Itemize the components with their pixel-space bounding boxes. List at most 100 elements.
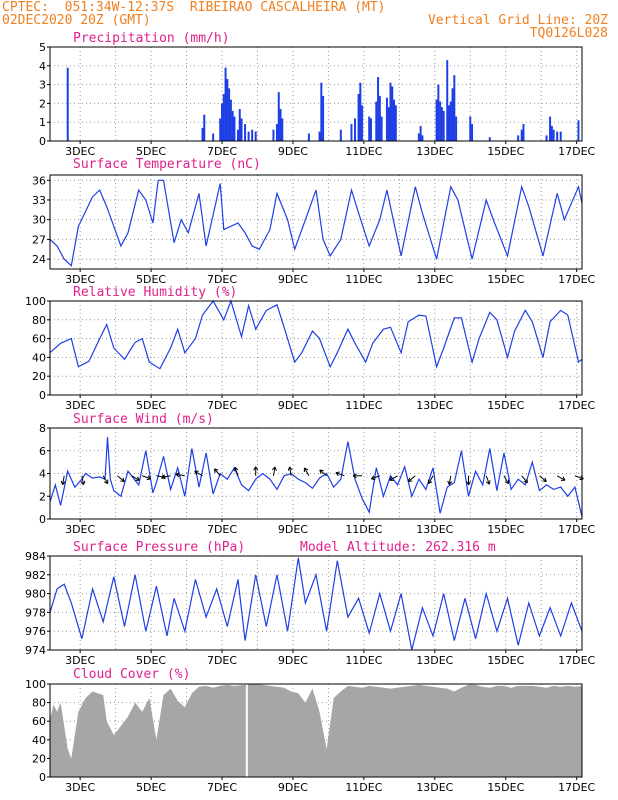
precip-bar <box>66 67 69 141</box>
precip-bar <box>550 125 553 141</box>
precip-bar <box>380 116 383 141</box>
precip-bar <box>224 67 227 141</box>
wind-arrow <box>234 467 239 476</box>
y-tick-label: 4 <box>39 468 46 481</box>
precip-bar <box>442 110 445 141</box>
wind-arrow-head <box>80 480 86 485</box>
wind-arrow <box>556 475 566 481</box>
x-tick-label: 3DEC <box>65 781 95 794</box>
precip-bar <box>339 129 342 141</box>
precip-bar <box>448 105 450 141</box>
precip-bar <box>320 82 323 141</box>
series-line <box>49 299 583 370</box>
x-tick-label: 9DEC <box>278 145 308 158</box>
y-tick-label: 4 <box>39 60 46 73</box>
precip-bar <box>559 131 562 141</box>
y-tick-label: 0 <box>39 389 46 402</box>
precip-bar <box>377 77 380 141</box>
precip-bar <box>421 135 424 141</box>
wind-arrow <box>408 475 416 482</box>
panel-title: Relative Humidity (%) <box>73 285 237 300</box>
wind-arrow-head <box>146 475 152 481</box>
panel-3: 0 20 40 60 80 100 3DEC 5DEC 7DEC 9DEC 11DEC 13DEC 15… <box>25 285 596 412</box>
precip-bar <box>387 107 390 141</box>
x-tick-label: 11DEC <box>345 145 382 158</box>
panel-frame <box>49 46 583 142</box>
x-tick-label: 3DEC <box>65 399 95 412</box>
y-tick-label: 20 <box>32 752 46 765</box>
wind-arrow-head <box>60 480 66 485</box>
y-tick-label: 33 <box>32 194 46 207</box>
precip-bar <box>203 114 206 141</box>
wind-arrow <box>175 473 185 477</box>
x-tick-label: 5DEC <box>136 273 166 286</box>
x-tick-label: 13DEC <box>416 654 453 667</box>
precip-bar <box>277 92 280 141</box>
y-tick-label: 2 <box>39 97 46 110</box>
wind-arrow <box>117 475 125 482</box>
y-tick-label: 30 <box>32 214 46 227</box>
x-tick-label: 15DEC <box>487 145 524 158</box>
y-tick-label: 982 <box>25 569 46 582</box>
x-tick-label: 17DEC <box>558 781 595 794</box>
precip-bar <box>350 124 353 141</box>
precip-bar <box>231 110 234 141</box>
precip-bar <box>318 131 321 141</box>
wind-arrow-head <box>447 480 453 485</box>
wind-arrow-head <box>233 466 239 472</box>
y-tick-label: 80 <box>32 697 46 710</box>
wind-arrow <box>194 470 203 477</box>
y-tick-label: 60 <box>32 333 46 346</box>
y-tick-label: 0 <box>39 135 46 148</box>
wind-arrow-head <box>466 481 471 486</box>
precip-bar <box>251 129 254 141</box>
wind-arrow-head <box>389 476 394 481</box>
precip-bar <box>229 99 232 141</box>
wind-arrow <box>503 475 509 484</box>
x-tick-label: 7DEC <box>207 145 237 158</box>
wind-arrow <box>335 472 345 477</box>
panel-title: Cloud Cover (%) <box>73 667 190 682</box>
wind-arrow <box>214 468 221 477</box>
precip-bar <box>201 127 204 141</box>
panel-title: Surface Wind (m/s) <box>73 412 214 427</box>
precip-bar <box>233 116 236 141</box>
x-tick-label: 11DEC <box>345 654 382 667</box>
y-tick-label: 0 <box>39 513 46 526</box>
precip-bar <box>244 124 247 141</box>
y-tick-label: 36 <box>32 174 46 187</box>
wind-arrow <box>539 475 547 482</box>
precip-bar <box>238 109 241 141</box>
y-tick-label: 24 <box>32 253 46 266</box>
panel-frame <box>49 555 583 651</box>
precip-bar <box>453 75 456 141</box>
wind-arrow <box>62 475 65 485</box>
wind-arrow-head <box>542 477 547 483</box>
y-tick-label: 8 <box>39 422 46 435</box>
x-tick-label: 5DEC <box>136 781 166 794</box>
x-tick-label: 15DEC <box>487 781 524 794</box>
precip-bar <box>520 129 523 141</box>
x-tick-label: 15DEC <box>487 654 524 667</box>
panel-frame <box>49 683 583 778</box>
wind-arrow-head <box>560 476 566 481</box>
wind-arrow-head <box>213 468 219 473</box>
wind-arrow <box>485 475 490 485</box>
panel-2: 24 27 30 33 36 3DEC 5DEC 7DEC 9DEC 11DEC 13DEC 15DE… <box>32 157 596 286</box>
x-tick-label: 9DEC <box>278 781 308 794</box>
y-tick-label: 978 <box>25 606 46 619</box>
x-tick-label: 5DEC <box>136 523 166 536</box>
x-tick-label: 3DEC <box>65 523 95 536</box>
x-tick-label: 7DEC <box>207 273 237 286</box>
precip-bar <box>556 131 559 141</box>
x-tick-label: 13DEC <box>416 523 453 536</box>
x-tick-label: 7DEC <box>207 654 237 667</box>
precip-bar <box>577 120 580 141</box>
cloud-cover-area <box>50 684 582 777</box>
y-tick-label: 6 <box>39 445 46 458</box>
series-line <box>49 179 583 267</box>
precip-bar <box>437 84 440 141</box>
panel-frame <box>49 174 583 270</box>
y-tick-label: 5 <box>39 41 46 54</box>
